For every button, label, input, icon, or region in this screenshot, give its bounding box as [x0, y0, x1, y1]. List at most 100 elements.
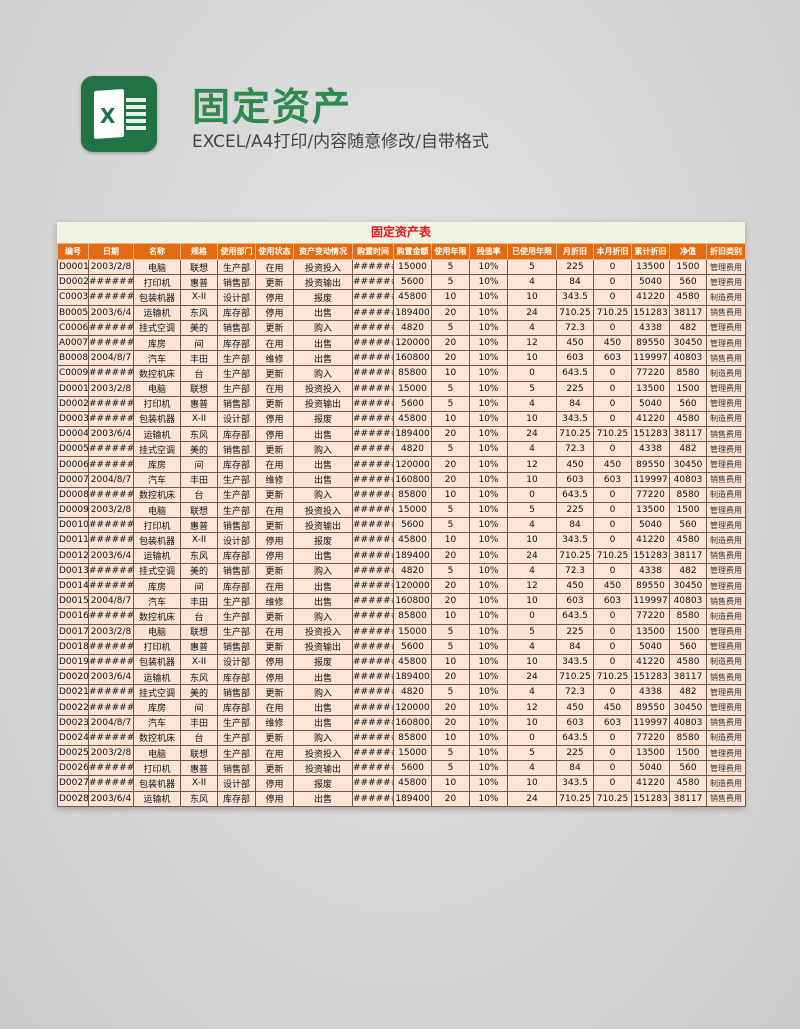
table-cell[interactable]: 5	[431, 501, 470, 519]
table-cell[interactable]: 10%	[469, 319, 508, 336]
table-cell[interactable]: 77220	[631, 486, 670, 504]
table-cell[interactable]: #######	[88, 319, 134, 336]
table-cell[interactable]: 603	[556, 593, 594, 610]
table-cell[interactable]: D0012	[57, 547, 89, 564]
table-cell[interactable]: D0024	[57, 729, 89, 747]
table-cell[interactable]: 出售	[293, 426, 353, 443]
table-cell[interactable]: 10	[507, 775, 557, 792]
table-cell[interactable]: 汽车	[133, 593, 181, 610]
table-cell[interactable]: ######	[352, 714, 394, 731]
table-cell[interactable]: 出售	[293, 304, 353, 321]
table-cell[interactable]: 10%	[469, 593, 508, 610]
table-cell[interactable]: 数控机床	[133, 608, 181, 625]
table-cell[interactable]: 225	[556, 258, 594, 276]
table-cell[interactable]: 2003/6/4	[88, 304, 134, 321]
table-cell[interactable]: 10%	[469, 532, 508, 549]
table-cell[interactable]: 2003/6/4	[88, 790, 134, 807]
table-cell[interactable]: 5040	[631, 274, 670, 291]
table-cell[interactable]: 41220	[631, 532, 670, 549]
table-cell[interactable]: 72.3	[556, 562, 594, 579]
table-cell[interactable]: 购入	[293, 365, 353, 382]
table-cell[interactable]: 设计部	[217, 289, 256, 306]
table-cell[interactable]: 销售费用	[706, 669, 746, 686]
table-cell[interactable]: 10%	[469, 517, 508, 534]
table-cell[interactable]: 生产部	[217, 593, 256, 610]
table-cell[interactable]: 投资投入	[293, 258, 353, 276]
table-cell[interactable]: 710.25	[556, 426, 594, 443]
table-cell[interactable]: 24	[507, 669, 557, 686]
table-cell[interactable]: 出售	[293, 547, 353, 564]
table-cell[interactable]: 10	[431, 532, 470, 549]
table-cell[interactable]: 0	[593, 729, 632, 747]
table-cell[interactable]: #######	[88, 274, 134, 291]
table-cell[interactable]: D0026	[57, 760, 89, 777]
table-cell[interactable]: X-II	[180, 410, 218, 428]
table-cell[interactable]: 东风	[180, 426, 218, 443]
table-cell[interactable]: 24	[507, 790, 557, 807]
table-cell[interactable]: 710.25	[556, 547, 594, 564]
table-cell[interactable]: 119997	[631, 593, 670, 610]
table-cell[interactable]: 运输机	[133, 304, 181, 321]
table-cell[interactable]: 2004/8/7	[88, 350, 134, 367]
table-cell[interactable]: 40803	[669, 471, 707, 488]
table-cell[interactable]: 0	[507, 729, 557, 747]
table-cell[interactable]: 10%	[469, 547, 508, 564]
table-cell[interactable]: 联想	[180, 501, 218, 519]
table-cell[interactable]: 打印机	[133, 395, 181, 412]
table-cell[interactable]: 4580	[669, 410, 707, 428]
table-cell[interactable]: 160800	[393, 593, 432, 610]
table-cell[interactable]: 20	[431, 304, 470, 321]
table-cell[interactable]: 0	[593, 638, 632, 655]
table-cell[interactable]: 15000	[393, 623, 432, 640]
table-cell[interactable]: 10%	[469, 471, 508, 488]
table-cell[interactable]: 10	[507, 532, 557, 549]
table-cell[interactable]: 13500	[631, 380, 670, 397]
table-cell[interactable]: 603	[593, 471, 632, 488]
table-cell[interactable]: 10	[431, 775, 470, 792]
table-cell[interactable]: X-II	[180, 775, 218, 792]
table-cell[interactable]: 挂式空调	[133, 684, 181, 701]
table-cell[interactable]: 出售	[293, 699, 353, 716]
table-cell[interactable]: 在用	[255, 456, 294, 473]
table-cell[interactable]: 10%	[469, 714, 508, 731]
table-cell[interactable]: 管理费用	[706, 501, 746, 519]
table-cell[interactable]: 20	[431, 593, 470, 610]
table-cell[interactable]: 包装机器	[133, 775, 181, 792]
table-cell[interactable]: 0	[593, 441, 632, 458]
table-cell[interactable]: 在用	[255, 577, 294, 595]
table-cell[interactable]: 10%	[469, 684, 508, 701]
table-cell[interactable]: 设计部	[217, 775, 256, 792]
table-cell[interactable]: 0	[593, 365, 632, 382]
table-cell[interactable]: 10%	[469, 669, 508, 686]
table-cell[interactable]: 2003/2/8	[88, 258, 134, 276]
table-cell[interactable]: 停用	[255, 304, 294, 321]
table-cell[interactable]: 5040	[631, 395, 670, 412]
table-cell[interactable]: D0013	[57, 562, 89, 579]
table-cell[interactable]: #######	[88, 638, 134, 655]
table-cell[interactable]: 151283	[631, 304, 670, 321]
table-cell[interactable]: 间	[180, 577, 218, 595]
table-cell[interactable]: 30450	[669, 699, 707, 716]
table-cell[interactable]: ######	[352, 486, 394, 504]
table-cell[interactable]: 0	[593, 623, 632, 640]
table-cell[interactable]: 10%	[469, 744, 508, 762]
table-cell[interactable]: 惠普	[180, 760, 218, 777]
table-cell[interactable]: ######	[352, 775, 394, 792]
table-cell[interactable]: 710.25	[556, 304, 594, 321]
table-cell[interactable]: 482	[669, 441, 707, 458]
table-cell[interactable]: 45800	[393, 289, 432, 306]
table-cell[interactable]: ######	[352, 638, 394, 655]
table-cell[interactable]: 丰田	[180, 714, 218, 731]
table-cell[interactable]: 5	[507, 258, 557, 276]
table-cell[interactable]: 710.25	[556, 790, 594, 807]
table-cell[interactable]: 38117	[669, 304, 707, 321]
table-cell[interactable]: #######	[88, 289, 134, 306]
table-cell[interactable]: 库存部	[217, 669, 256, 686]
table-cell[interactable]: ######	[352, 684, 394, 701]
table-cell[interactable]: 10%	[469, 623, 508, 640]
table-cell[interactable]: 丰田	[180, 593, 218, 610]
table-cell[interactable]: D0019	[57, 653, 89, 671]
table-cell[interactable]: 343.5	[556, 653, 594, 671]
table-cell[interactable]: 在用	[255, 699, 294, 716]
table-cell[interactable]: D0014	[57, 577, 89, 595]
